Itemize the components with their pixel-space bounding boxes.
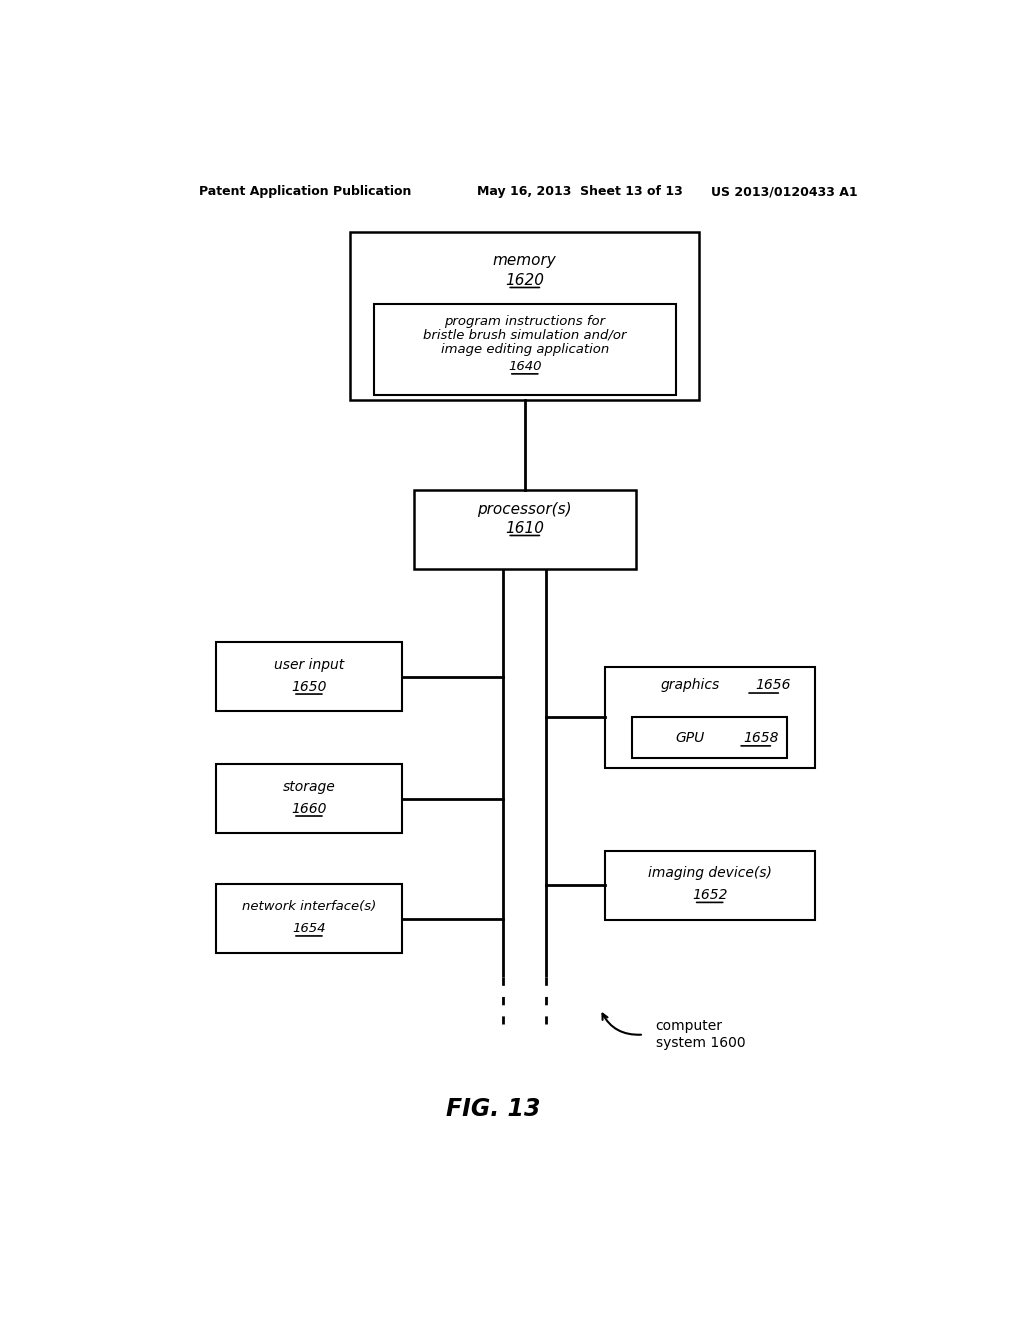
- FancyBboxPatch shape: [604, 850, 815, 920]
- Text: 1652: 1652: [692, 888, 727, 903]
- Text: May 16, 2013  Sheet 13 of 13: May 16, 2013 Sheet 13 of 13: [477, 185, 683, 198]
- Text: memory: memory: [493, 252, 557, 268]
- Text: 1654: 1654: [292, 923, 326, 936]
- FancyBboxPatch shape: [350, 232, 699, 400]
- Text: processor(s): processor(s): [477, 502, 572, 516]
- Text: 1656: 1656: [756, 678, 792, 692]
- FancyBboxPatch shape: [414, 490, 636, 569]
- FancyBboxPatch shape: [216, 643, 402, 711]
- Text: program instructions for: program instructions for: [444, 314, 605, 327]
- FancyBboxPatch shape: [374, 304, 676, 395]
- Text: 1658: 1658: [743, 731, 778, 744]
- Text: 1620: 1620: [505, 273, 545, 288]
- Text: GPU: GPU: [675, 731, 705, 744]
- FancyBboxPatch shape: [604, 667, 815, 768]
- Text: network interface(s): network interface(s): [242, 900, 376, 913]
- Text: FIG. 13: FIG. 13: [445, 1097, 541, 1121]
- FancyBboxPatch shape: [633, 718, 787, 758]
- Text: 1610: 1610: [505, 521, 545, 536]
- Text: graphics: graphics: [660, 678, 720, 692]
- Text: US 2013/0120433 A1: US 2013/0120433 A1: [712, 185, 858, 198]
- Text: Patent Application Publication: Patent Application Publication: [200, 185, 412, 198]
- Text: user input: user input: [273, 657, 344, 672]
- Text: bristle brush simulation and/or: bristle brush simulation and/or: [423, 329, 627, 342]
- Text: storage: storage: [283, 780, 335, 793]
- Text: image editing application: image editing application: [440, 343, 609, 356]
- FancyBboxPatch shape: [216, 764, 402, 833]
- Text: computer
system 1600: computer system 1600: [655, 1019, 745, 1049]
- Text: 1660: 1660: [291, 801, 327, 816]
- Text: imaging device(s): imaging device(s): [648, 866, 772, 880]
- FancyBboxPatch shape: [216, 884, 402, 953]
- Text: 1640: 1640: [508, 360, 542, 374]
- Text: 1650: 1650: [291, 680, 327, 694]
